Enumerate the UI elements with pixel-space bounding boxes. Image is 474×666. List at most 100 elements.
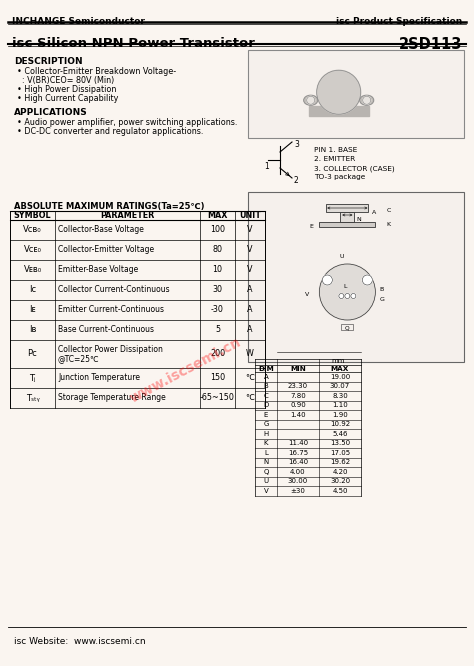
Text: • DC-DC converter and regulator applications.: • DC-DC converter and regulator applicat… bbox=[17, 127, 203, 136]
Text: K: K bbox=[264, 440, 268, 446]
Text: www.iscsemi.cn: www.iscsemi.cn bbox=[127, 334, 243, 406]
Text: V: V bbox=[264, 488, 268, 494]
Text: 16.75: 16.75 bbox=[288, 450, 308, 456]
Text: Vᴄʙ₀: Vᴄʙ₀ bbox=[23, 226, 42, 234]
Text: W: W bbox=[246, 350, 254, 358]
Text: 1: 1 bbox=[264, 162, 269, 171]
Text: E: E bbox=[264, 412, 268, 418]
Text: PARAMETER: PARAMETER bbox=[100, 211, 155, 220]
Text: : V(BR)CEO= 80V (Min): : V(BR)CEO= 80V (Min) bbox=[22, 76, 114, 85]
Text: DIM: DIM bbox=[258, 366, 274, 372]
Text: 11.40: 11.40 bbox=[288, 440, 308, 446]
Text: isc Silicon NPN Power Transistor: isc Silicon NPN Power Transistor bbox=[12, 37, 255, 50]
Text: L: L bbox=[264, 450, 268, 456]
Circle shape bbox=[319, 264, 375, 320]
Text: SYMBOL: SYMBOL bbox=[14, 211, 51, 220]
Circle shape bbox=[307, 97, 315, 105]
Text: A: A bbox=[247, 326, 253, 334]
Text: 150: 150 bbox=[210, 374, 225, 382]
Text: Vᴇʙ₀: Vᴇʙ₀ bbox=[23, 266, 42, 274]
Text: Pᴄ: Pᴄ bbox=[27, 350, 37, 358]
Text: U: U bbox=[339, 254, 344, 259]
Text: 7.80: 7.80 bbox=[290, 393, 306, 399]
Text: A: A bbox=[373, 210, 377, 215]
Circle shape bbox=[345, 294, 350, 298]
Text: 30.00: 30.00 bbox=[288, 478, 308, 484]
Text: V: V bbox=[305, 292, 310, 297]
Text: 4.50: 4.50 bbox=[332, 488, 348, 494]
Text: • High Current Capability: • High Current Capability bbox=[17, 94, 118, 103]
Text: B: B bbox=[379, 287, 383, 292]
Text: 16.40: 16.40 bbox=[288, 460, 308, 466]
Circle shape bbox=[317, 70, 361, 115]
Bar bbox=[341, 324, 353, 330]
Text: TO-3 package: TO-3 package bbox=[314, 174, 365, 180]
Text: • Audio power amplifier, power switching applications.: • Audio power amplifier, power switching… bbox=[17, 118, 237, 127]
Text: 5.46: 5.46 bbox=[332, 431, 348, 437]
Text: MAX: MAX bbox=[207, 211, 228, 220]
Bar bbox=[319, 222, 375, 227]
Bar bbox=[309, 107, 369, 117]
Text: ℃: ℃ bbox=[246, 394, 255, 402]
Text: B: B bbox=[264, 383, 268, 389]
Text: V: V bbox=[247, 246, 253, 254]
Bar bbox=[248, 50, 464, 138]
Text: L: L bbox=[343, 284, 347, 289]
Text: 8.30: 8.30 bbox=[332, 393, 348, 399]
Text: PIN 1. BASE: PIN 1. BASE bbox=[314, 147, 357, 153]
Text: isc Website:  www.iscsemi.cn: isc Website: www.iscsemi.cn bbox=[14, 637, 146, 646]
Text: N: N bbox=[264, 460, 269, 466]
Text: 19.00: 19.00 bbox=[330, 374, 350, 380]
Text: K: K bbox=[386, 222, 391, 227]
Text: Collector-Emitter Voltage: Collector-Emitter Voltage bbox=[58, 246, 154, 254]
Text: D: D bbox=[264, 402, 269, 408]
Text: • High Power Dissipation: • High Power Dissipation bbox=[17, 85, 117, 94]
Text: Tₛₜᵧ: Tₛₜᵧ bbox=[26, 394, 39, 402]
Text: H: H bbox=[264, 431, 269, 437]
Text: A: A bbox=[247, 286, 253, 294]
Text: 5: 5 bbox=[215, 326, 220, 334]
Text: APPLICATIONS: APPLICATIONS bbox=[14, 108, 88, 117]
Text: 10.92: 10.92 bbox=[330, 422, 350, 428]
Text: isc Product Specification: isc Product Specification bbox=[336, 17, 462, 26]
Text: ℃: ℃ bbox=[246, 374, 255, 382]
Text: INCHANGE Semiconductor: INCHANGE Semiconductor bbox=[12, 17, 145, 26]
Text: 30.20: 30.20 bbox=[330, 478, 350, 484]
Text: 2: 2 bbox=[294, 176, 299, 185]
Text: C: C bbox=[264, 393, 268, 399]
Text: • Collector-Emitter Breakdown Voltage-: • Collector-Emitter Breakdown Voltage- bbox=[17, 67, 176, 76]
Text: 2. EMITTER: 2. EMITTER bbox=[314, 156, 355, 162]
Text: 19.62: 19.62 bbox=[330, 460, 350, 466]
Text: DESCRIPTION: DESCRIPTION bbox=[14, 57, 82, 66]
Text: C: C bbox=[386, 208, 391, 213]
Circle shape bbox=[363, 97, 371, 105]
Text: 10: 10 bbox=[212, 266, 222, 274]
Text: Junction Temperature: Junction Temperature bbox=[58, 374, 140, 382]
Text: UNIT: UNIT bbox=[239, 211, 261, 220]
Text: Iʙ: Iʙ bbox=[29, 326, 36, 334]
Text: @TC=25℃: @TC=25℃ bbox=[58, 354, 100, 364]
Circle shape bbox=[362, 275, 373, 285]
Text: V: V bbox=[247, 266, 253, 274]
Text: 4.20: 4.20 bbox=[332, 469, 348, 475]
Text: N: N bbox=[356, 217, 361, 222]
Text: A: A bbox=[247, 306, 253, 314]
Text: Tⱼ: Tⱼ bbox=[29, 374, 36, 382]
Text: 200: 200 bbox=[210, 350, 225, 358]
Text: 80: 80 bbox=[212, 246, 222, 254]
Text: 3. COLLECTOR (CASE): 3. COLLECTOR (CASE) bbox=[314, 165, 395, 172]
Text: U: U bbox=[264, 478, 269, 484]
Text: Storage Temperature Range: Storage Temperature Range bbox=[58, 394, 166, 402]
Text: 1.10: 1.10 bbox=[332, 402, 348, 408]
Text: G: G bbox=[379, 297, 384, 302]
Text: Iᴄ: Iᴄ bbox=[29, 286, 36, 294]
Text: 1.90: 1.90 bbox=[332, 412, 348, 418]
Ellipse shape bbox=[304, 95, 318, 105]
Text: 0.90: 0.90 bbox=[290, 402, 306, 408]
Circle shape bbox=[339, 294, 344, 298]
Text: 4.00: 4.00 bbox=[290, 469, 306, 475]
Text: Emitter Current-Continuous: Emitter Current-Continuous bbox=[58, 306, 164, 314]
Text: Q: Q bbox=[264, 469, 269, 475]
Text: 2SD113: 2SD113 bbox=[399, 37, 462, 52]
Text: Iᴇ: Iᴇ bbox=[29, 306, 36, 314]
